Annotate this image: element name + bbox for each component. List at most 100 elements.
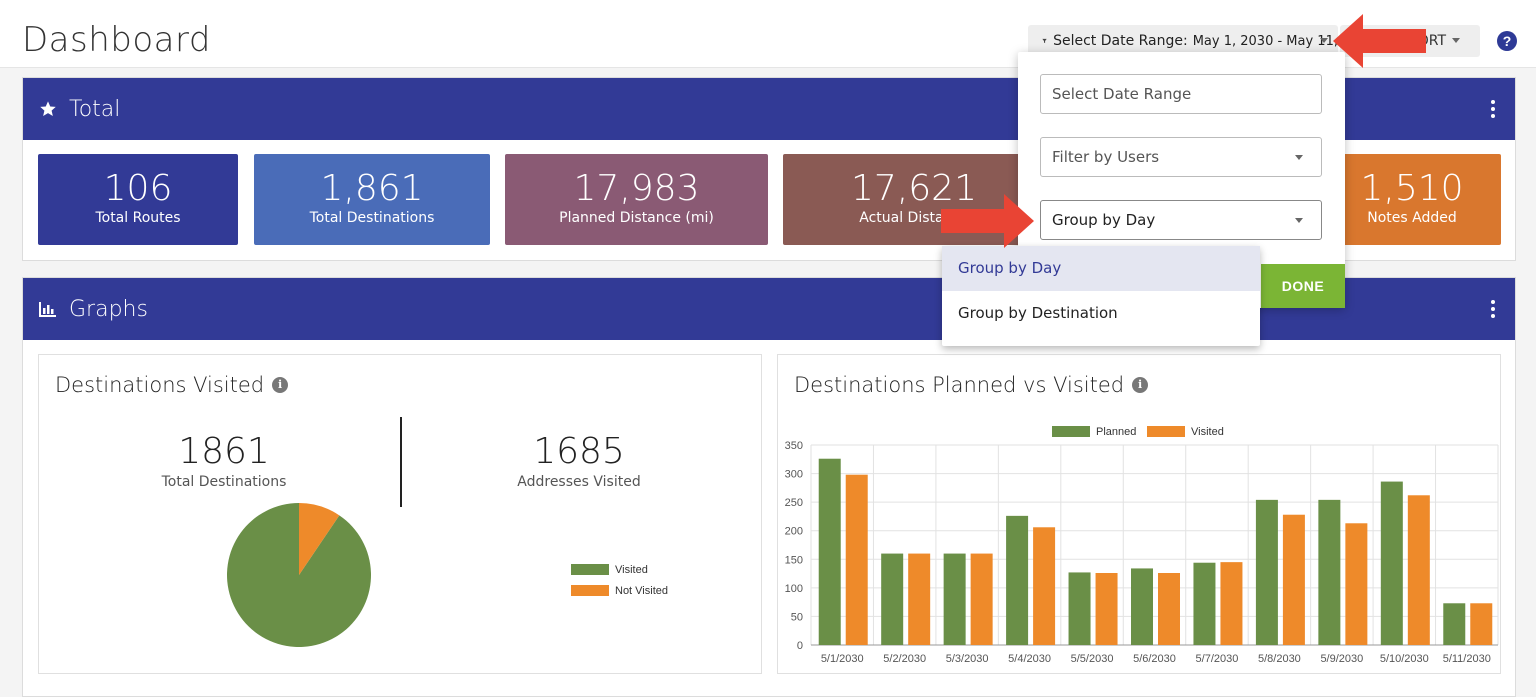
filter-dropdown-panel: Select Date Range Filter by Users Group …: [1018, 52, 1345, 308]
x-tick-label: 5/8/2030: [1258, 653, 1301, 665]
bar-visited-5/11/2030: [1470, 603, 1493, 645]
bar-visited-5/8/2030: [1282, 514, 1305, 645]
stat-value: 106: [103, 168, 173, 209]
stat-planned-distance: 17,983 Planned Distance (mi): [505, 154, 768, 245]
divider: [400, 417, 402, 507]
legend-swatch: [571, 585, 609, 596]
bar-planned-5/10/2030: [1380, 481, 1403, 645]
y-tick-label: 0: [797, 640, 803, 652]
y-tick-label: 50: [791, 611, 803, 623]
stat-notes-added: 1,510 Notes Added: [1323, 154, 1501, 245]
chevron-down-icon: [1295, 155, 1303, 160]
bar-chart-icon: [39, 302, 56, 317]
bar-planned-5/1/2030: [818, 458, 841, 645]
legend-swatch: [571, 564, 609, 575]
top-bar: Dashboard Select Date Range: May 1, 2030…: [0, 0, 1536, 68]
chevron-down-icon: [1295, 218, 1303, 223]
stat-value: 17,621: [851, 168, 977, 209]
help-icon[interactable]: ?: [1497, 31, 1517, 51]
bar-visited-5/3/2030: [970, 553, 993, 645]
stat-total-destinations: 1,861 Total Destinations: [254, 154, 490, 245]
y-tick-label: 150: [785, 554, 803, 566]
y-tick-label: 250: [785, 497, 803, 509]
addresses-visited-value: 1685: [533, 431, 625, 472]
x-tick-label: 5/10/2030: [1380, 653, 1429, 665]
x-tick-label: 5/4/2030: [1008, 653, 1051, 665]
card-title: Destinations Visited i: [55, 373, 289, 397]
done-button[interactable]: DONE: [1261, 264, 1345, 308]
legend-label: Not Visited: [615, 584, 668, 597]
addresses-visited-label: Addresses Visited: [517, 474, 641, 490]
visited-pie-chart: [227, 503, 371, 647]
bar-visited-5/2/2030: [908, 553, 931, 645]
red-arrow-annotation: [941, 194, 1034, 248]
total-destinations-value: 1861: [178, 431, 270, 472]
more-options-icon[interactable]: [1491, 300, 1495, 318]
stat-value: 1,861: [320, 168, 424, 209]
bar-visited-5/7/2030: [1220, 562, 1243, 645]
y-tick-label: 200: [785, 526, 803, 538]
group-by-options-menu: Group by Day Group by Destination: [942, 246, 1260, 346]
graphs-panel: Graphs Destinations Visited i 1861 Total…: [22, 277, 1516, 697]
date-range-value: May 1, 2030 - May 11,: [1192, 33, 1338, 49]
stat-label: Total Routes: [95, 210, 181, 226]
red-arrow-annotation: [1333, 14, 1426, 68]
filter-users-select[interactable]: Filter by Users: [1040, 137, 1322, 177]
chevron-down-icon: [1320, 38, 1328, 43]
planned-vs-visited-card: Destinations Planned vs Visited i 350 300…: [777, 354, 1501, 674]
chevron-down-icon: [1452, 38, 1460, 43]
stat-total-routes: 106 Total Routes: [38, 154, 238, 245]
bar-planned-5/4/2030: [1006, 515, 1029, 645]
total-destinations-stat: 1861 Total Destinations: [159, 431, 289, 490]
bar-planned-5/5/2030: [1068, 572, 1091, 645]
bar-planned-5/2/2030: [881, 553, 904, 645]
x-tick-label: 5/3/2030: [946, 653, 989, 665]
x-tick-label: 5/9/2030: [1320, 653, 1363, 665]
planned-vs-visited-bar-chart: 350 300 250 200 150 100 50 0 5/1/2030 5/2/2030 5/3…: [785, 426, 1499, 665]
bar-visited-5/1/2030: [845, 474, 868, 645]
card-title: Destinations Planned vs Visited i: [794, 373, 1149, 397]
legend-item-not-visited: Not Visited: [571, 580, 668, 601]
star-icon: [40, 101, 56, 117]
page-title: Dashboard: [22, 20, 211, 60]
more-options-icon[interactable]: [1491, 100, 1495, 118]
legend-label-planned: Planned: [1096, 426, 1136, 438]
stat-value: 1,510: [1360, 168, 1464, 209]
card-title-text: Destinations Visited: [55, 373, 265, 397]
addresses-visited-stat: 1685 Addresses Visited: [509, 431, 649, 490]
filter-icon: [1042, 38, 1047, 44]
y-tick-label: 300: [785, 469, 803, 481]
graphs-panel-title: Graphs: [69, 296, 148, 322]
legend-item-visited: Visited: [571, 559, 668, 580]
y-tick-label: 350: [785, 440, 803, 452]
x-tick-label: 5/1/2030: [821, 653, 864, 665]
pie-legend: Visited Not Visited: [571, 559, 668, 601]
filter-users-placeholder: Filter by Users: [1052, 148, 1160, 166]
option-group-by-destination[interactable]: Group by Destination: [958, 304, 1118, 322]
y-tick-label: 100: [785, 583, 803, 595]
info-icon[interactable]: i: [1132, 377, 1149, 393]
bar-planned-5/11/2030: [1443, 603, 1466, 645]
x-tick-label: 5/2/2030: [883, 653, 926, 665]
total-destinations-label: Total Destinations: [161, 474, 287, 490]
stat-label: Total Destinations: [309, 210, 435, 226]
group-by-select[interactable]: Group by Day: [1040, 200, 1322, 240]
stat-label: Notes Added: [1367, 210, 1457, 226]
info-icon[interactable]: i: [272, 377, 289, 393]
legend-label: Visited: [615, 563, 648, 576]
destinations-visited-card: Destinations Visited i 1861 Total Destin…: [38, 354, 762, 674]
bar-visited-5/9/2030: [1345, 523, 1368, 645]
stat-label: Planned Distance (mi): [559, 210, 714, 226]
x-tick-label: 5/7/2030: [1196, 653, 1239, 665]
card-title-text: Destinations Planned vs Visited: [794, 373, 1125, 397]
stat-value: 17,983: [573, 168, 700, 209]
legend-swatch: [1052, 426, 1090, 437]
legend-label-visited: Visited: [1191, 426, 1224, 438]
x-tick-label: 5/6/2030: [1133, 653, 1176, 665]
x-tick-label: 5/5/2030: [1071, 653, 1114, 665]
date-range-input[interactable]: Select Date Range: [1040, 74, 1322, 114]
bar-visited-5/4/2030: [1033, 527, 1056, 645]
date-range-button[interactable]: Select Date Range: May 1, 2030 - May 11,: [1028, 25, 1338, 57]
bar-planned-5/6/2030: [1131, 568, 1153, 645]
option-group-by-day[interactable]: Group by Day: [942, 246, 1260, 291]
